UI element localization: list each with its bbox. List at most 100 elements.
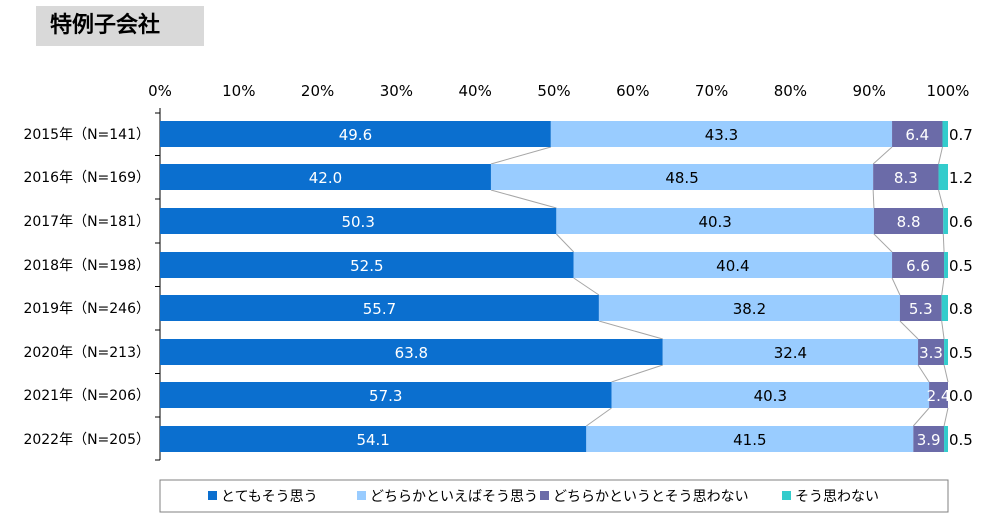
bar-segment [598, 295, 900, 321]
data-label: 42.0 [309, 169, 342, 187]
legend-label: どちらかといえばそう思う [370, 489, 538, 505]
series-connector-line [917, 364, 930, 383]
bar-segment [550, 121, 893, 147]
series-connector-line [611, 364, 663, 383]
data-label: 32.4 [774, 344, 807, 362]
category-label: 2017年（N=181） [23, 214, 150, 230]
series-connector-line [943, 407, 949, 427]
bar-segment [899, 295, 942, 321]
data-label: 0.5 [949, 431, 973, 449]
legend-box [159, 479, 949, 513]
data-label: 0.6 [949, 213, 973, 231]
data-label: 5.3 [909, 300, 933, 318]
data-label: 0.5 [949, 344, 973, 362]
x-tick-label: 100% [927, 82, 970, 100]
legend-swatch [782, 491, 791, 500]
bar-segment [944, 252, 948, 278]
category-label: 2021年（N=206） [23, 388, 150, 404]
category-label: 2022年（N=205） [23, 432, 150, 448]
x-tick-label: 80% [774, 82, 807, 100]
x-tick-label: 30% [380, 82, 413, 100]
category-label: 2018年（N=198） [23, 258, 150, 274]
x-tick-label: 50% [537, 82, 570, 100]
series-connector-line [938, 146, 943, 165]
x-tick-label: 70% [695, 82, 728, 100]
bar-segment [929, 382, 948, 408]
series-connector-line [899, 320, 919, 340]
series-connector-line [942, 233, 945, 253]
bar-segment [160, 121, 551, 147]
category-label: 2020年（N=213） [23, 345, 150, 361]
bar-segment [160, 164, 491, 190]
series-connector-line [891, 277, 901, 296]
series-connector-line [556, 233, 575, 253]
data-label: 41.5 [733, 431, 766, 449]
category-label: 2015年（N=141） [23, 127, 150, 143]
data-label: 1.2 [949, 169, 973, 187]
data-label: 52.5 [350, 257, 383, 275]
bar-segment [556, 208, 874, 234]
data-label: 43.3 [705, 126, 738, 144]
data-label: 8.3 [894, 169, 918, 187]
bar-segment [944, 339, 948, 365]
category-label: 2019年（N=246） [23, 301, 150, 317]
bar-segment [160, 426, 587, 452]
bar-segment [913, 426, 945, 452]
series-connector-line [872, 189, 875, 209]
bar-segment [892, 121, 943, 147]
data-label: 8.8 [897, 213, 921, 231]
category-label: 2016年（N=169） [23, 170, 150, 186]
bar-segment [160, 252, 574, 278]
x-tick-label: 90% [853, 82, 886, 100]
data-label: 2.4 [927, 387, 951, 405]
bar-segment [943, 208, 948, 234]
bar-segment [873, 208, 944, 234]
bar-segment [160, 295, 599, 321]
bar-segment [573, 252, 893, 278]
series-connector-line [490, 146, 551, 165]
data-label: 38.2 [733, 300, 766, 318]
data-label: 40.4 [716, 257, 749, 275]
bar-segment [586, 426, 914, 452]
series-connector-line [573, 277, 600, 296]
bar-segment [892, 252, 945, 278]
bar-segment [918, 339, 945, 365]
bar-segment [941, 295, 948, 321]
bar-segment [942, 121, 948, 147]
bar-segment [611, 382, 930, 408]
data-label: 55.7 [363, 300, 396, 318]
data-label: 50.3 [341, 213, 374, 231]
data-label: 0.0 [949, 387, 973, 405]
series-connector-line [872, 146, 893, 165]
x-tick-label: 40% [459, 82, 492, 100]
chart-title: 特例子会社 [50, 13, 161, 38]
legend-label: どちらかというとそう思わない [553, 489, 749, 505]
series-connector-line [941, 277, 945, 296]
bar-segment [873, 164, 939, 190]
bar-segment [160, 339, 663, 365]
legend-swatch [540, 491, 549, 500]
data-label: 54.1 [356, 431, 389, 449]
bar-segment [662, 339, 919, 365]
series-connector-line [490, 189, 557, 209]
series-connector-line [598, 320, 663, 340]
series-connector-line [586, 407, 612, 427]
data-label: 3.9 [917, 431, 941, 449]
legend-label: そう思わない [795, 489, 879, 505]
series-connector-line [938, 189, 944, 209]
bar-segment [944, 426, 948, 452]
x-tick-label: 20% [301, 82, 334, 100]
data-label: 0.8 [949, 300, 973, 318]
chart-title-box: 特例子会社 [36, 6, 204, 46]
data-label: 40.3 [698, 213, 731, 231]
x-tick-label: 10% [222, 82, 255, 100]
x-tick-label: 60% [616, 82, 649, 100]
legend-label: とてもそう思う [221, 489, 318, 505]
data-label: 0.5 [949, 257, 973, 275]
bar-segment [160, 208, 557, 234]
data-label: 57.3 [369, 387, 402, 405]
bar-segment [160, 382, 612, 408]
data-label: 0.7 [949, 126, 973, 144]
series-connector-line [943, 364, 949, 383]
